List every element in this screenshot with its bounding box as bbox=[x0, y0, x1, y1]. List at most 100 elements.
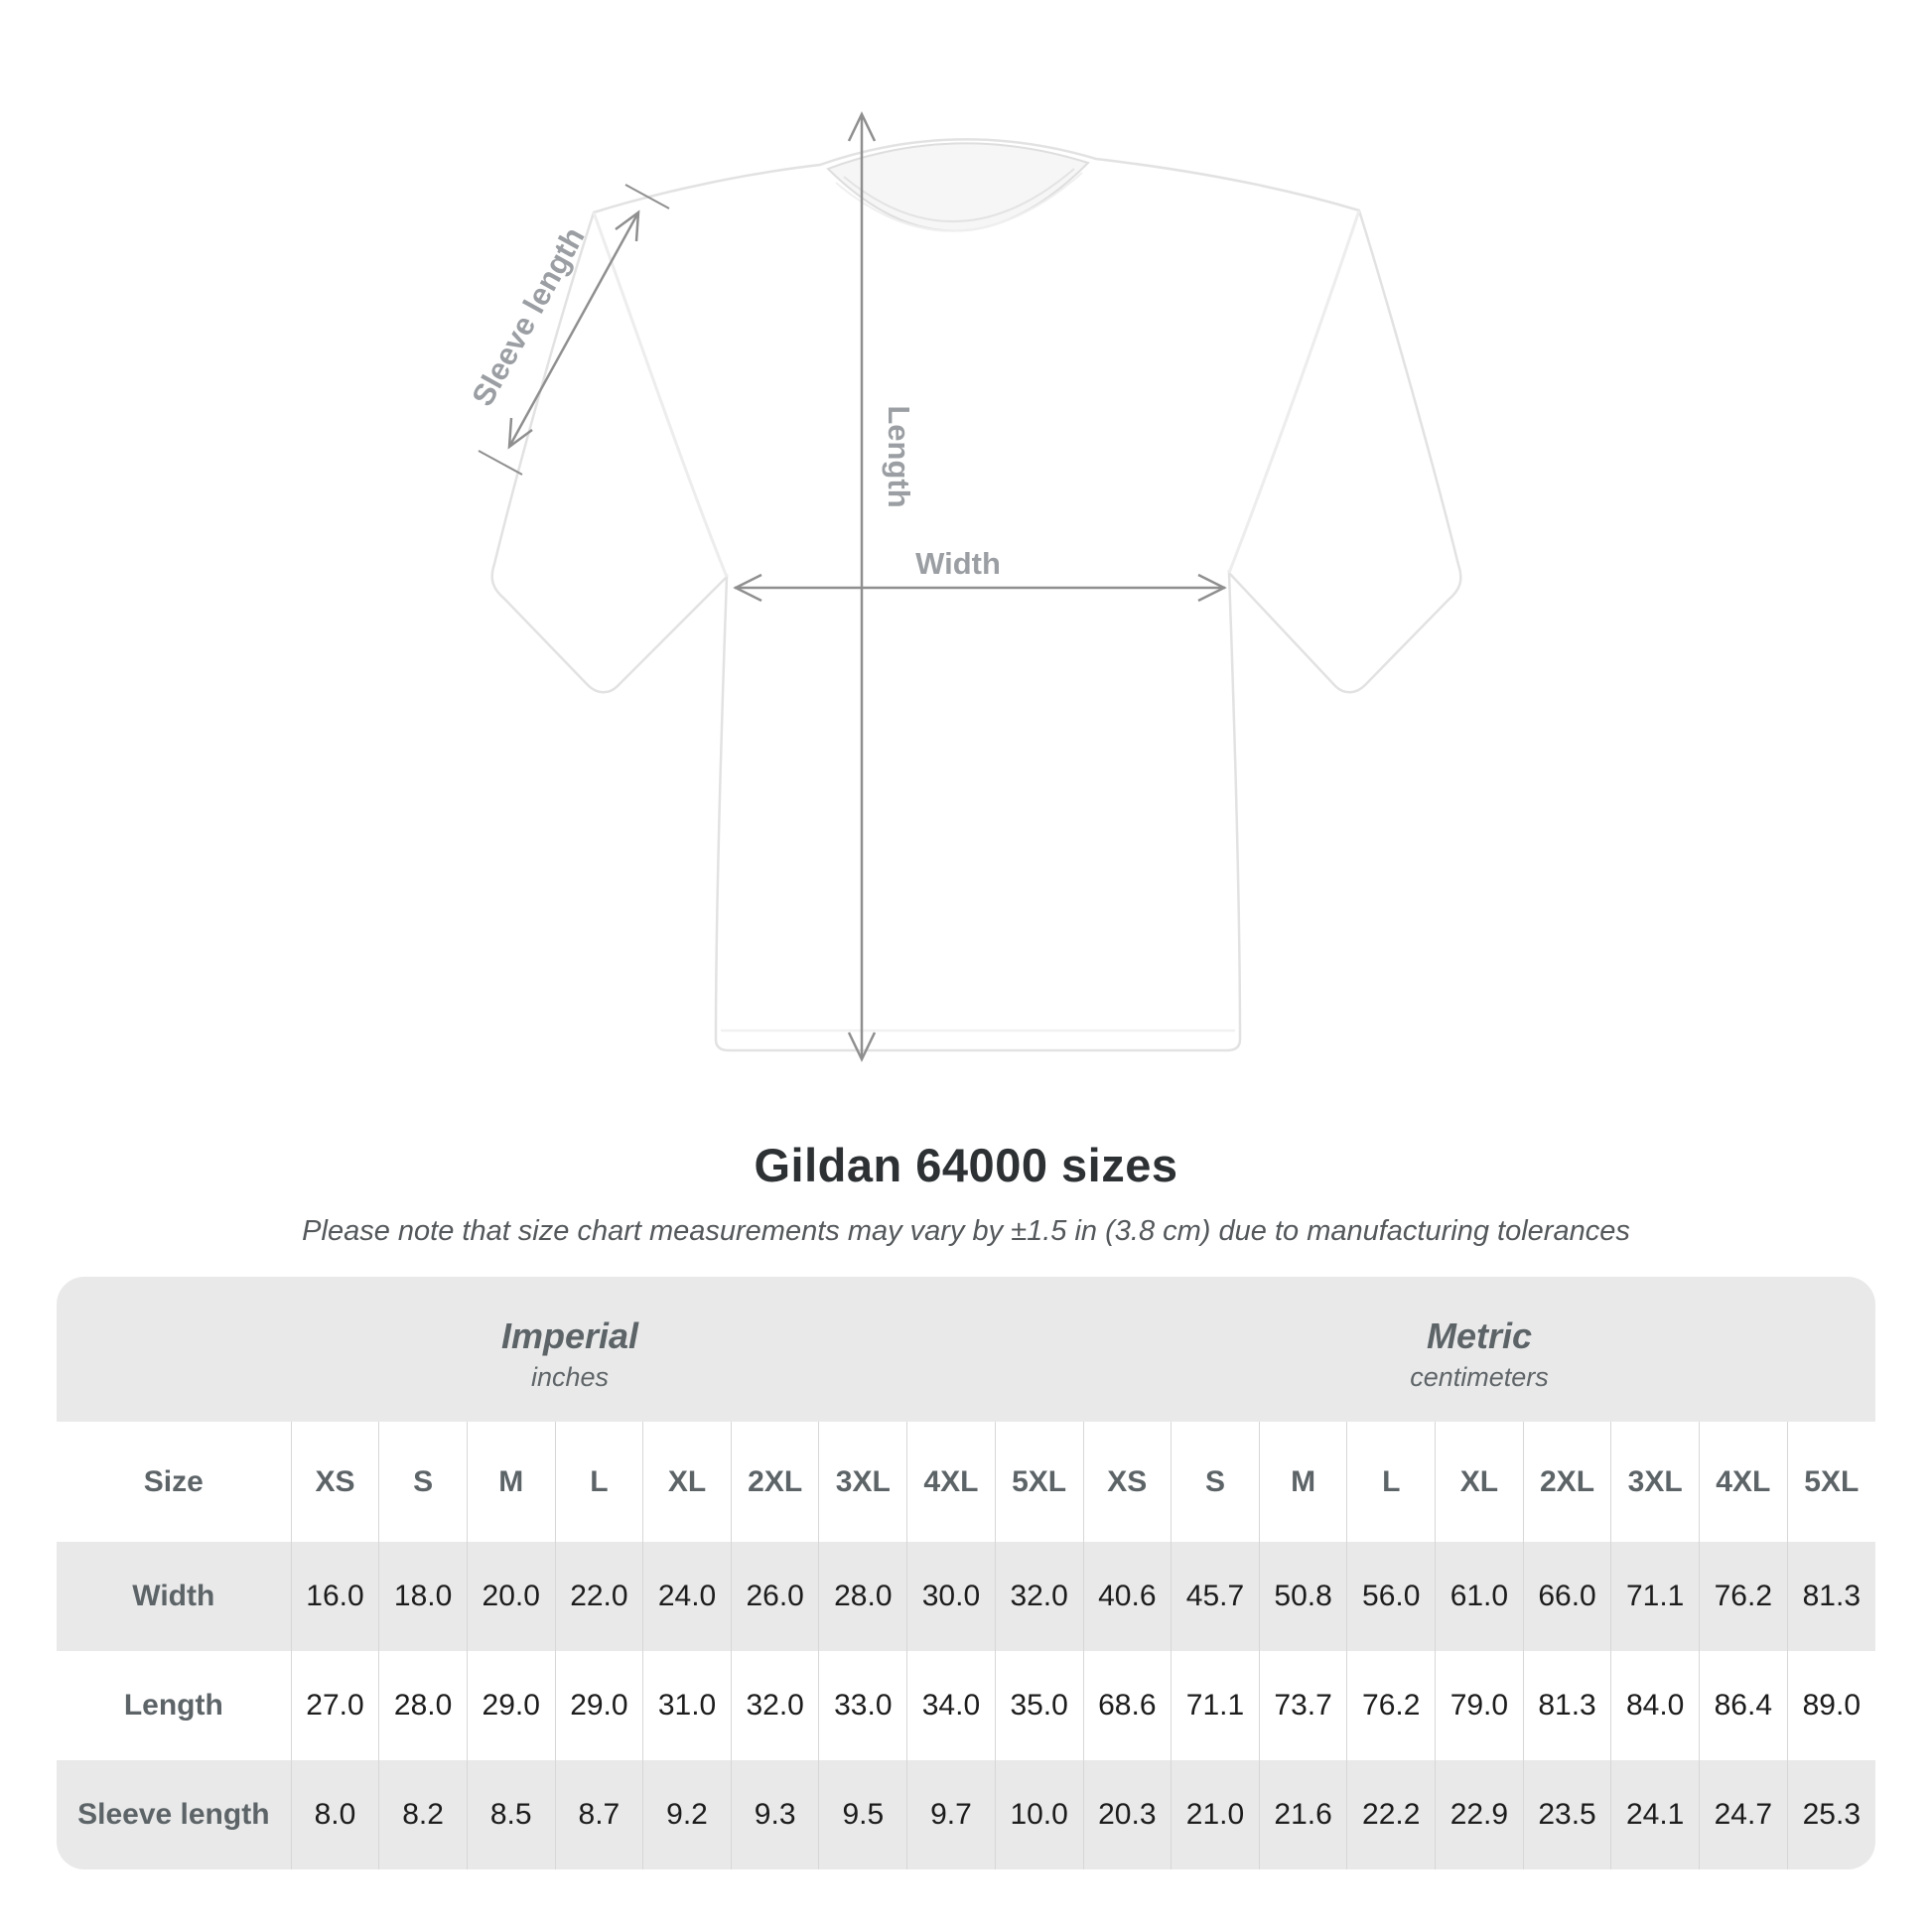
size-col-header: M bbox=[466, 1422, 556, 1542]
size-col-header: XS bbox=[1082, 1422, 1172, 1542]
width-arrow bbox=[733, 573, 1227, 603]
table-cell: 50.8 bbox=[1258, 1542, 1347, 1651]
chart-title: Gildan 64000 sizes bbox=[754, 1139, 1178, 1191]
table-cell: 24.1 bbox=[1610, 1760, 1700, 1869]
size-table: Imperial inches Metric centimeters Size … bbox=[57, 1277, 1875, 1869]
size-table-container: Imperial inches Metric centimeters Size … bbox=[57, 1277, 1875, 1869]
size-col-header: M bbox=[1258, 1422, 1347, 1542]
table-cell: 16.0 bbox=[290, 1542, 379, 1651]
table-cell: 28.0 bbox=[818, 1542, 907, 1651]
row-label: Sleeve length bbox=[77, 1798, 270, 1831]
table-cell: 76.2 bbox=[1346, 1651, 1436, 1760]
table-cell: 26.0 bbox=[730, 1542, 819, 1651]
metric-title: Metric bbox=[1426, 1315, 1533, 1356]
collar-band-line bbox=[843, 168, 1075, 223]
size-col-header: 2XL bbox=[730, 1422, 819, 1542]
table-cell: 20.0 bbox=[466, 1542, 556, 1651]
table-cell: 33.0 bbox=[818, 1651, 907, 1760]
size-col-header: XL bbox=[1435, 1422, 1524, 1542]
collar-stitch-line bbox=[835, 172, 1083, 232]
table-cell: 76.2 bbox=[1698, 1542, 1788, 1651]
table-cell: 9.7 bbox=[906, 1760, 996, 1869]
table-cell: 24.0 bbox=[642, 1542, 732, 1651]
table-cell: 81.3 bbox=[1786, 1542, 1875, 1651]
table-cell: 25.3 bbox=[1786, 1760, 1875, 1869]
table-cell: 73.7 bbox=[1258, 1651, 1347, 1760]
size-col-header: 4XL bbox=[906, 1422, 996, 1542]
table-cell: 22.2 bbox=[1346, 1760, 1436, 1869]
table-cell: 34.0 bbox=[906, 1651, 996, 1760]
table-cell: 9.2 bbox=[642, 1760, 732, 1869]
table-cell: 28.0 bbox=[378, 1651, 468, 1760]
table-row: Sleeve length 8.0 8.2 8.5 8.7 9.2 9.3 9.… bbox=[57, 1760, 1875, 1869]
table-cell: 29.0 bbox=[466, 1651, 556, 1760]
size-col-header: S bbox=[1171, 1422, 1260, 1542]
table-cell: 31.0 bbox=[642, 1651, 732, 1760]
row-label: Length bbox=[123, 1689, 223, 1722]
table-cell: 66.0 bbox=[1522, 1542, 1611, 1651]
size-header-row: Size XS S M L XL 2XL 3XL 4XL 5XL XS S M … bbox=[57, 1422, 1875, 1542]
table-cell: 71.1 bbox=[1610, 1542, 1700, 1651]
size-col-header: 5XL bbox=[1786, 1422, 1875, 1542]
table-cell: 84.0 bbox=[1610, 1651, 1700, 1760]
imperial-unit: inches bbox=[530, 1362, 610, 1392]
table-cell: 20.3 bbox=[1082, 1760, 1172, 1869]
size-col-header: 4XL bbox=[1698, 1422, 1788, 1542]
table-cell: 61.0 bbox=[1435, 1542, 1524, 1651]
table-cell: 30.0 bbox=[906, 1542, 996, 1651]
table-cell: 35.0 bbox=[994, 1651, 1083, 1760]
size-col-header: S bbox=[378, 1422, 468, 1542]
table-cell: 21.6 bbox=[1258, 1760, 1347, 1869]
table-cell: 29.0 bbox=[554, 1651, 643, 1760]
size-col-header: 3XL bbox=[818, 1422, 907, 1542]
imperial-title: Imperial bbox=[500, 1315, 639, 1356]
size-col-header: 2XL bbox=[1522, 1422, 1611, 1542]
table-cell: 8.2 bbox=[378, 1760, 468, 1869]
table-cell: 68.6 bbox=[1082, 1651, 1172, 1760]
table-cell: 27.0 bbox=[290, 1651, 379, 1760]
size-header-cell: Size bbox=[143, 1464, 204, 1498]
tshirt-graphic bbox=[490, 138, 1462, 1052]
table-cell: 22.9 bbox=[1435, 1760, 1524, 1869]
table-cell: 56.0 bbox=[1346, 1542, 1436, 1651]
table-cell: 8.5 bbox=[466, 1760, 556, 1869]
tshirt-body bbox=[490, 138, 1462, 1052]
unit-band-row: Imperial inches Metric centimeters bbox=[57, 1277, 1875, 1422]
width-label: Width bbox=[915, 546, 1001, 581]
table-cell: 79.0 bbox=[1435, 1651, 1524, 1760]
row-label: Width bbox=[132, 1580, 215, 1612]
table-cell: 18.0 bbox=[378, 1542, 468, 1651]
table-cell: 9.3 bbox=[730, 1760, 819, 1869]
metric-header: Metric centimeters bbox=[1083, 1277, 1875, 1422]
table-row: Length 27.0 28.0 29.0 29.0 31.0 32.0 33.… bbox=[57, 1651, 1875, 1760]
table-cell: 45.7 bbox=[1171, 1542, 1260, 1651]
imperial-header: Imperial inches bbox=[57, 1277, 1083, 1422]
right-sleeve-seam bbox=[1227, 209, 1361, 574]
size-col-header: 3XL bbox=[1610, 1422, 1700, 1542]
table-cell: 23.5 bbox=[1522, 1760, 1611, 1869]
size-col-header: L bbox=[1346, 1422, 1436, 1542]
table-cell: 8.7 bbox=[554, 1760, 643, 1869]
table-cell: 22.0 bbox=[554, 1542, 643, 1651]
table-cell: 21.0 bbox=[1171, 1760, 1260, 1869]
table-cell: 9.5 bbox=[818, 1760, 907, 1869]
table-cell: 40.6 bbox=[1082, 1542, 1172, 1651]
size-col-header: XS bbox=[290, 1422, 379, 1542]
table-cell: 89.0 bbox=[1786, 1651, 1875, 1760]
chart-note: Please note that size chart measurements… bbox=[302, 1215, 1630, 1247]
table-cell: 32.0 bbox=[994, 1542, 1083, 1651]
table-cell: 32.0 bbox=[730, 1651, 819, 1760]
length-label: Length bbox=[882, 405, 916, 507]
size-col-header: L bbox=[554, 1422, 643, 1542]
metric-unit: centimeters bbox=[1410, 1362, 1549, 1392]
table-cell: 81.3 bbox=[1522, 1651, 1611, 1760]
table-cell: 8.0 bbox=[290, 1760, 379, 1869]
size-col-header: 5XL bbox=[994, 1422, 1083, 1542]
sleeve-length-arrow bbox=[478, 184, 670, 476]
size-col-header: XL bbox=[642, 1422, 732, 1542]
table-row: Width 16.0 18.0 20.0 22.0 24.0 26.0 28.0… bbox=[57, 1542, 1875, 1651]
table-cell: 71.1 bbox=[1171, 1651, 1260, 1760]
table-cell: 24.7 bbox=[1698, 1760, 1788, 1869]
